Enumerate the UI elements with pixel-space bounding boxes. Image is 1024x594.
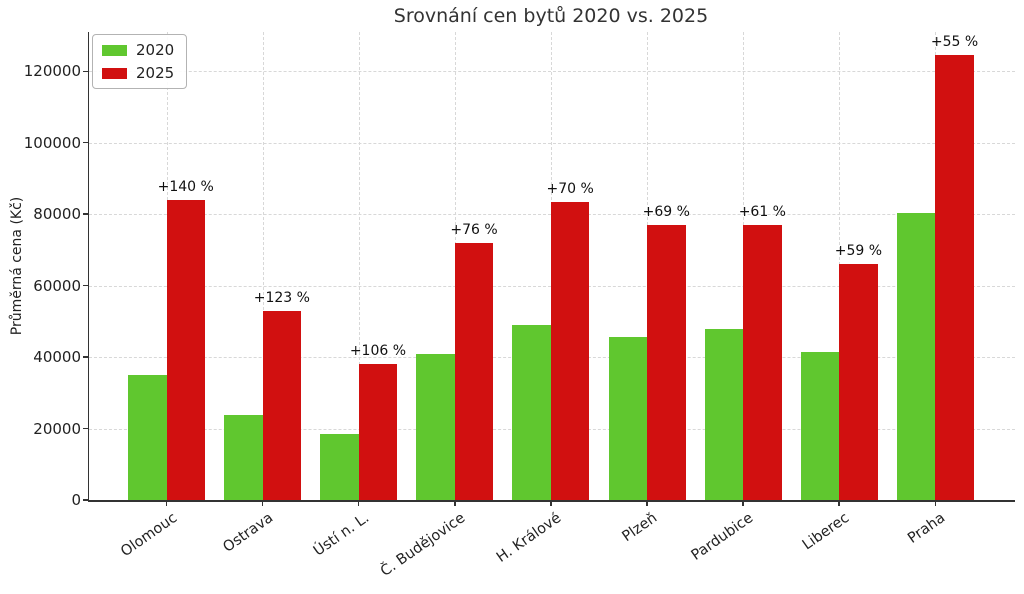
bar-2025-Liberec xyxy=(839,264,878,500)
bar-2020-Č. Budějovice xyxy=(416,354,455,500)
pct-change-label: +76 % xyxy=(450,222,498,239)
x-tick-label: Liberec xyxy=(799,510,853,554)
pct-change-label: +61 % xyxy=(738,203,786,220)
x-tick-label: Č. Budějovice xyxy=(377,510,468,580)
x-tick-mark xyxy=(934,500,937,506)
bar-2025-Olomouc xyxy=(166,199,205,500)
bar-2020-Liberec xyxy=(800,351,840,500)
y-tick-mark xyxy=(83,427,89,430)
x-tick-label: Ústí n. L. xyxy=(310,510,372,560)
pct-change-label: +55 % xyxy=(930,34,979,51)
x-tick-mark xyxy=(165,500,168,506)
y-tick-label: 100000 xyxy=(23,133,81,152)
y-tick-label: 20000 xyxy=(33,419,81,438)
bar-2020-H. Králové xyxy=(512,324,551,500)
bar-2025-Ústí n. L. xyxy=(358,363,398,500)
pct-change-label: +70 % xyxy=(546,181,594,198)
bar-2025-Č. Budějovice xyxy=(454,243,494,500)
pct-change-label: +106 % xyxy=(349,342,407,359)
pct-change-label: +69 % xyxy=(642,203,690,220)
x-tick-mark xyxy=(646,500,648,506)
x-tick-mark xyxy=(838,500,840,506)
y-tick-label: 40000 xyxy=(33,348,81,367)
y-tick-mark xyxy=(83,213,89,215)
x-tick-mark xyxy=(550,500,552,506)
y-tick-label: 120000 xyxy=(23,62,81,81)
gridline-horizontal xyxy=(89,142,1015,144)
bar-2020-Plzeň xyxy=(608,337,647,500)
chart-title: Srovnání cen bytů 2020 vs. 2025 xyxy=(393,5,709,27)
x-tick-label: Olomouc xyxy=(117,510,180,561)
pct-change-label: +123 % xyxy=(253,289,310,306)
x-tick-mark xyxy=(742,500,744,506)
legend: 2020 2025 xyxy=(92,34,188,89)
y-tick-label: 80000 xyxy=(33,205,81,224)
legend-item-2025: 2025 xyxy=(102,64,174,82)
bar-2025-Ostrava xyxy=(262,310,302,500)
bar-2025-Plzeň xyxy=(647,224,686,500)
x-tick-label: Praha xyxy=(905,510,949,547)
y-tick-mark xyxy=(83,284,89,287)
gridline-vertical xyxy=(358,32,360,500)
gridline-horizontal xyxy=(89,71,1015,73)
bar-2020-Olomouc xyxy=(128,374,167,500)
legend-label-2020: 2020 xyxy=(136,41,175,59)
y-tick-label: 0 xyxy=(71,491,81,509)
x-tick-mark xyxy=(357,500,360,506)
bar-2025-Praha xyxy=(935,55,974,500)
bar-2020-Ostrava xyxy=(224,414,263,500)
bar-2025-Pardubice xyxy=(743,224,782,500)
y-tick-mark xyxy=(83,356,89,358)
legend-swatch-2025 xyxy=(102,67,127,79)
y-tick-mark xyxy=(83,499,89,501)
legend-label-2025: 2025 xyxy=(136,64,175,82)
bar-2020-Ústí n. L. xyxy=(320,433,359,500)
pct-change-label: +59 % xyxy=(834,243,883,260)
y-tick-mark xyxy=(83,141,89,144)
bar-2025-H. Králové xyxy=(550,202,590,500)
bar-2020-Pardubice xyxy=(704,329,744,500)
pct-change-label: +140 % xyxy=(157,178,214,195)
bar-2020-Praha xyxy=(896,213,936,500)
x-tick-label: Pardubice xyxy=(688,510,757,564)
x-tick-label: H. Králové xyxy=(493,510,565,566)
gridline-vertical xyxy=(262,32,264,500)
y-tick-mark xyxy=(83,70,89,73)
legend-swatch-2020 xyxy=(102,44,127,56)
x-tick-mark xyxy=(454,500,456,506)
x-tick-label: Plzeň xyxy=(619,510,661,546)
plot-area: Olomouc Ostrava Ústí n. L. Č. Budějovice H. … xyxy=(83,32,1015,580)
x-tick-mark xyxy=(261,500,264,506)
x-tick-label: Ostrava xyxy=(219,510,276,556)
legend-item-2020: 2020 xyxy=(102,41,174,59)
y-tick-label: 60000 xyxy=(33,276,81,295)
